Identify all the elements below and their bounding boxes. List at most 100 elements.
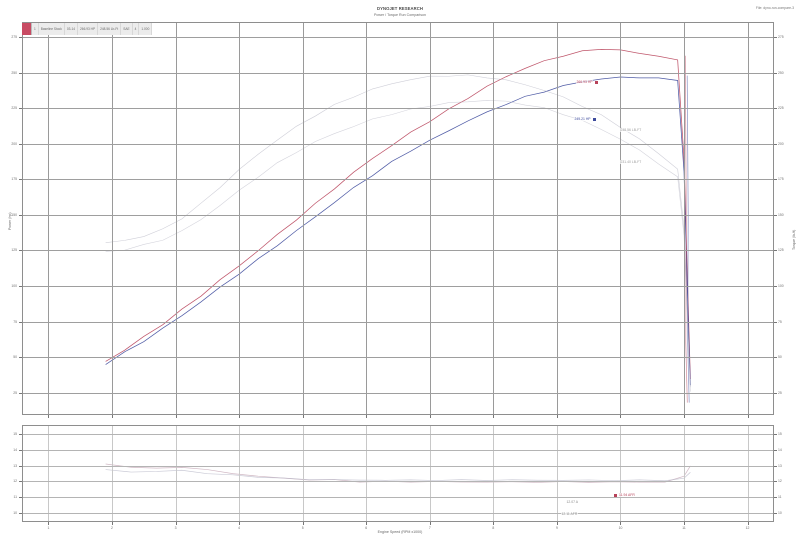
axis-tick <box>620 415 622 418</box>
legend-cell[interactable]: 1 <box>32 23 39 35</box>
axis-tick-label: 25 <box>778 390 782 395</box>
gridline-vertical <box>429 426 431 521</box>
afr-point-label-text: 12.07 A <box>566 500 579 504</box>
axis-tick <box>684 522 686 525</box>
legend-cell[interactable]: 1.000 <box>139 23 153 35</box>
gridline-horizontal <box>23 321 773 323</box>
afr-point-label-text: 12.11 AFR <box>561 512 578 516</box>
gridline-vertical <box>111 426 113 521</box>
gridline-horizontal <box>23 72 773 74</box>
axis-tick <box>620 522 622 525</box>
gridline-vertical <box>48 426 50 521</box>
axis-tick <box>747 522 749 525</box>
axis-tick <box>429 415 431 418</box>
afr-point-label-text: 11.94 AFR <box>618 493 636 497</box>
axis-tick <box>774 321 777 323</box>
axis-tick-label: 10 <box>618 526 623 530</box>
axis-tick <box>302 415 304 418</box>
axis-tick-label: 11 <box>682 526 686 530</box>
axis-tick-label: 100 <box>11 284 17 289</box>
axis-tick-label: 200 <box>778 141 784 146</box>
axis-tick <box>302 522 304 525</box>
axis-tick-label: 125 <box>778 248 784 253</box>
afr-point-label: 11.94 AFR <box>614 493 636 497</box>
legend-cell[interactable]: 248.56 Lb-Ft <box>98 23 122 35</box>
main-left-axis-title: Power (hp) <box>8 212 12 230</box>
axis-tick <box>774 72 777 74</box>
gridline-horizontal <box>23 433 773 435</box>
axis-tick <box>175 522 177 525</box>
axis-tick <box>774 143 777 145</box>
gridline-vertical <box>175 426 177 521</box>
main-right-axis-title: Torque (lb-ft) <box>792 229 796 250</box>
axis-tick <box>19 449 22 451</box>
afr-curves <box>105 463 691 483</box>
gridline-horizontal <box>23 143 773 145</box>
gridline-vertical <box>747 23 749 414</box>
axis-tick <box>774 433 777 435</box>
afr-point-marker <box>614 493 617 497</box>
axis-tick <box>175 415 177 418</box>
gridline-horizontal <box>23 37 773 39</box>
axis-tick-label: 225 <box>11 106 17 111</box>
axis-tick-label: 75 <box>778 319 782 324</box>
axis-tick-label: 10 <box>13 511 17 516</box>
legend-cell[interactable]: SAE <box>121 23 133 35</box>
axis-tick <box>774 481 777 483</box>
axis-tick-label: 15 <box>13 431 17 436</box>
axis-tick-label: 100 <box>778 284 784 289</box>
gridline-horizontal <box>23 250 773 252</box>
axis-tick <box>19 497 22 499</box>
axis-tick <box>493 522 495 525</box>
run-legend[interactable]: 1 Baseline Stock 03-14 266.93 HP 248.56 Lb-F… <box>22 23 153 35</box>
data-point-marker <box>594 80 598 84</box>
main-plot-area <box>22 22 774 415</box>
axis-tick-label: 1 <box>47 526 50 530</box>
legend-cell[interactable]: Baseline Stock <box>38 23 65 35</box>
axis-tick-label: 13 <box>13 463 17 468</box>
series-line <box>105 469 691 482</box>
gridline-horizontal <box>23 179 773 181</box>
legend-cell[interactable]: 266.93 HP <box>78 23 99 35</box>
page-subtitle: Power / Torque Run Comparison <box>373 12 427 17</box>
axis-tick-label: 10 <box>778 511 782 516</box>
gridline-horizontal <box>23 392 773 394</box>
gridline-vertical <box>366 23 368 414</box>
axis-tick <box>774 392 777 394</box>
axis-tick <box>774 214 777 216</box>
gridline-vertical <box>620 426 622 521</box>
axis-tick-label: 12 <box>778 479 782 484</box>
axis-tick-label: 11 <box>778 495 782 500</box>
afr-point-label: 12.07 A <box>566 500 579 504</box>
gridline-vertical <box>493 23 495 414</box>
axis-tick <box>774 179 777 181</box>
axis-tick-label: 15 <box>778 431 782 436</box>
axis-tick-label: 14 <box>13 447 17 452</box>
axis-tick-label: 275 <box>11 35 17 40</box>
gridline-horizontal <box>23 108 773 110</box>
axis-tick <box>19 214 22 216</box>
axis-tick-label: 25 <box>13 390 17 395</box>
axis-tick <box>774 449 777 451</box>
legend-cell[interactable]: 03-14 <box>64 23 79 35</box>
axis-tick <box>19 143 22 145</box>
data-point-label-text: 248.56 LB-FT <box>620 128 642 132</box>
axis-tick <box>366 522 368 525</box>
legend-cell[interactable]: 4 <box>132 23 140 35</box>
gridline-vertical <box>493 426 495 521</box>
axis-tick <box>19 286 22 288</box>
axis-tick-label: 12 <box>745 526 750 530</box>
page-title: DYNOJET RESEARCH <box>376 6 424 11</box>
axis-tick-label: 3 <box>174 526 177 530</box>
gridline-horizontal <box>23 513 773 515</box>
axis-tick-label: 6 <box>365 526 368 530</box>
data-point-label-text: 266.93 HP <box>576 80 594 84</box>
axis-tick <box>19 37 22 39</box>
axis-tick <box>19 465 22 467</box>
series-line <box>686 75 690 403</box>
axis-tick-label: 7 <box>428 526 431 530</box>
axis-tick <box>774 250 777 252</box>
axis-tick <box>684 415 686 418</box>
gridline-vertical <box>239 426 241 521</box>
